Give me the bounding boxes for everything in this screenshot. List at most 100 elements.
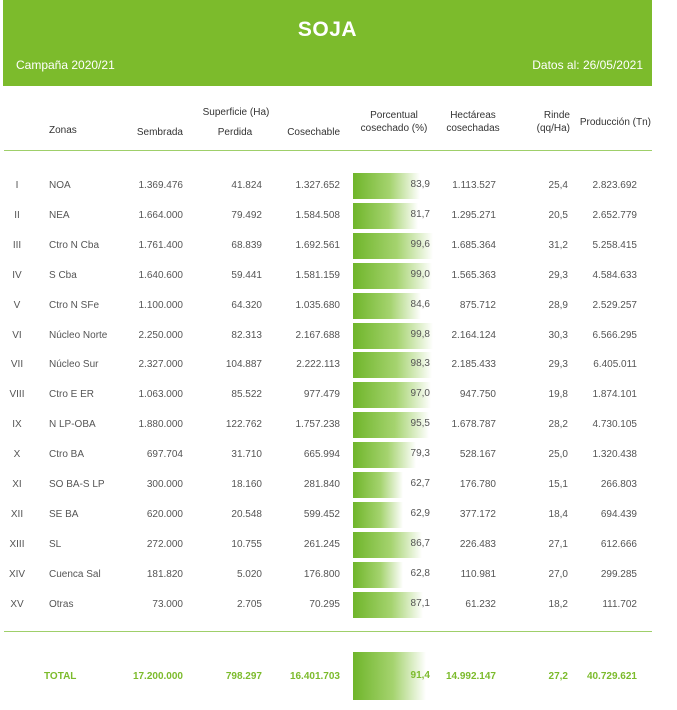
table-row: IV S Cba 1.640.600 59.441 1.581.159 99,0 1.565… — [0, 261, 677, 291]
pct-bar — [353, 531, 423, 558]
pct-cell: 99,8 — [353, 322, 433, 349]
total-perdida: 798.297 — [225, 671, 262, 682]
pct-cell: 97,0 — [353, 382, 433, 409]
sembrada-value: 2.250.000 — [138, 329, 184, 341]
rinde-value: 29,3 — [548, 359, 568, 371]
perdida-value: 5.020 — [236, 568, 262, 580]
total-row: TOTAL 17.200.000 798.297 16.401.703 91,4… — [0, 652, 677, 700]
pct-bar — [353, 382, 431, 409]
cosechable-value: 70.295 — [309, 598, 340, 610]
col-hectareas: Hectáreas cosechadas — [446, 110, 500, 134]
perdida-value: 104.887 — [225, 359, 262, 371]
rinde-value: 20,5 — [548, 209, 568, 221]
produccion-value: 5.258.415 — [592, 239, 638, 251]
zone-number: II — [14, 209, 20, 221]
pct-value: 99,0 — [410, 268, 430, 280]
cosechable-value: 176.800 — [303, 568, 340, 580]
zone-name: Ctro E ER — [49, 389, 95, 401]
table-row: XIV Cuenca Sal 181.820 5.020 176.800 62,8 110.… — [0, 560, 677, 590]
pct-cell: 84,6 — [353, 292, 433, 319]
pct-bar — [353, 561, 404, 588]
hectareas-value: 1.295.271 — [451, 209, 497, 221]
zone-number: XI — [12, 479, 22, 490]
zone-number: XIII — [9, 538, 25, 550]
perdida-value: 2.705 — [236, 598, 262, 610]
pct-cell: 87,1 — [353, 591, 433, 618]
cosechable-value: 1.584.508 — [295, 209, 341, 221]
produccion-value: 1.320.438 — [592, 449, 638, 461]
produccion-value: 2.652.779 — [592, 209, 638, 221]
zone-number: I — [15, 180, 19, 191]
hectareas-value: 1.685.364 — [451, 239, 497, 251]
total-pct-cell: 91,4 — [353, 652, 433, 700]
total-pct-bar — [353, 652, 427, 700]
cosechable-value: 665.994 — [303, 449, 340, 461]
rinde-value: 31,2 — [548, 239, 568, 251]
perdida-value: 64.320 — [231, 299, 262, 311]
table-row: XI SO BA-S LP 300.000 18.160 281.840 62,7 176.… — [0, 470, 677, 500]
cosechable-value: 2.167.688 — [295, 329, 341, 341]
col-produccion: Producción (Tn) — [579, 117, 651, 128]
perdida-value: 122.762 — [225, 419, 262, 431]
zone-name: S Cba — [49, 269, 77, 281]
pct-bar — [353, 472, 404, 498]
total-produccion: 40.729.621 — [586, 671, 637, 682]
pct-value: 87,1 — [410, 597, 430, 609]
cosechable-value: 1.035.680 — [295, 299, 341, 311]
produccion-value: 6.566.295 — [592, 329, 638, 341]
campaign-label: Campaña 2020/21 — [16, 58, 115, 72]
hectareas-value: 947.750 — [459, 389, 496, 401]
zone-number: VII — [10, 359, 24, 371]
perdida-value: 18.160 — [231, 479, 262, 490]
pct-value: 99,8 — [410, 328, 430, 340]
pct-bar — [353, 292, 421, 319]
hectareas-value: 226.483 — [459, 538, 496, 550]
rinde-value: 19,8 — [548, 389, 568, 401]
zone-name: Ctro N Cba — [49, 239, 100, 251]
data-date: Datos al: 26/05/2021 — [532, 58, 643, 72]
pct-cell: 98,3 — [353, 352, 433, 379]
sembrada-value: 1.664.000 — [138, 209, 184, 221]
pct-value: 99,6 — [410, 238, 430, 250]
sembrada-value: 2.327.000 — [138, 359, 184, 371]
cosechable-value: 1.757.238 — [295, 419, 341, 431]
perdida-value: 82.313 — [231, 329, 262, 341]
pct-bar — [353, 202, 419, 229]
produccion-value: 6.405.011 — [593, 359, 637, 371]
table-row: VII Núcleo Sur 2.327.000 104.887 2.222.113 98… — [0, 350, 677, 380]
rinde-value: 25,4 — [548, 180, 568, 191]
produccion-value: 4.730.105 — [592, 419, 638, 431]
col-superficie: Superficie (Ha) — [202, 107, 270, 118]
produccion-value: 266.803 — [600, 479, 637, 490]
pct-bar — [353, 591, 423, 618]
zone-name: SL — [49, 538, 62, 550]
zone-number: XIV — [8, 568, 26, 580]
zone-number: XII — [10, 508, 24, 520]
pct-bar — [353, 412, 430, 439]
zone-number: V — [13, 299, 21, 311]
sembrada-value: 1.369.476 — [138, 180, 184, 191]
table-row: V Ctro N SFe 1.100.000 64.320 1.035.680 84,6 8… — [0, 291, 677, 321]
zone-number: X — [13, 449, 21, 461]
sembrada-value: 697.704 — [146, 449, 183, 461]
zone-name: N LP-OBA — [49, 419, 96, 431]
report-title: SOJA — [297, 18, 358, 41]
cosechable-value: 599.452 — [303, 508, 340, 520]
pct-cell: 99,0 — [353, 262, 433, 289]
cosechable-value: 2.222.113 — [296, 359, 340, 371]
produccion-value: 1.874.101 — [592, 389, 638, 401]
table-row: XII SE BA 620.000 20.548 599.452 62,9 377.172 1… — [0, 500, 677, 530]
cosechable-value: 977.479 — [303, 389, 340, 401]
report-header: SOJA Campaña 2020/21 Datos al: 26/05/202… — [3, 0, 652, 86]
perdida-value: 31.710 — [231, 449, 262, 461]
cosechable-value: 1.581.159 — [295, 269, 341, 281]
zone-number: IX — [12, 419, 22, 431]
pct-cell: 62,8 — [353, 561, 433, 588]
table-row: X Ctro BA 697.704 31.710 665.994 79,3 528.167 2… — [0, 440, 677, 470]
pct-value: 97,0 — [410, 388, 430, 400]
rinde-value: 28,9 — [548, 299, 568, 311]
zone-name: SE BA — [49, 508, 79, 520]
perdida-value: 10.755 — [231, 538, 262, 550]
pct-cell: 81,7 — [353, 202, 433, 229]
zone-number: III — [12, 239, 22, 251]
